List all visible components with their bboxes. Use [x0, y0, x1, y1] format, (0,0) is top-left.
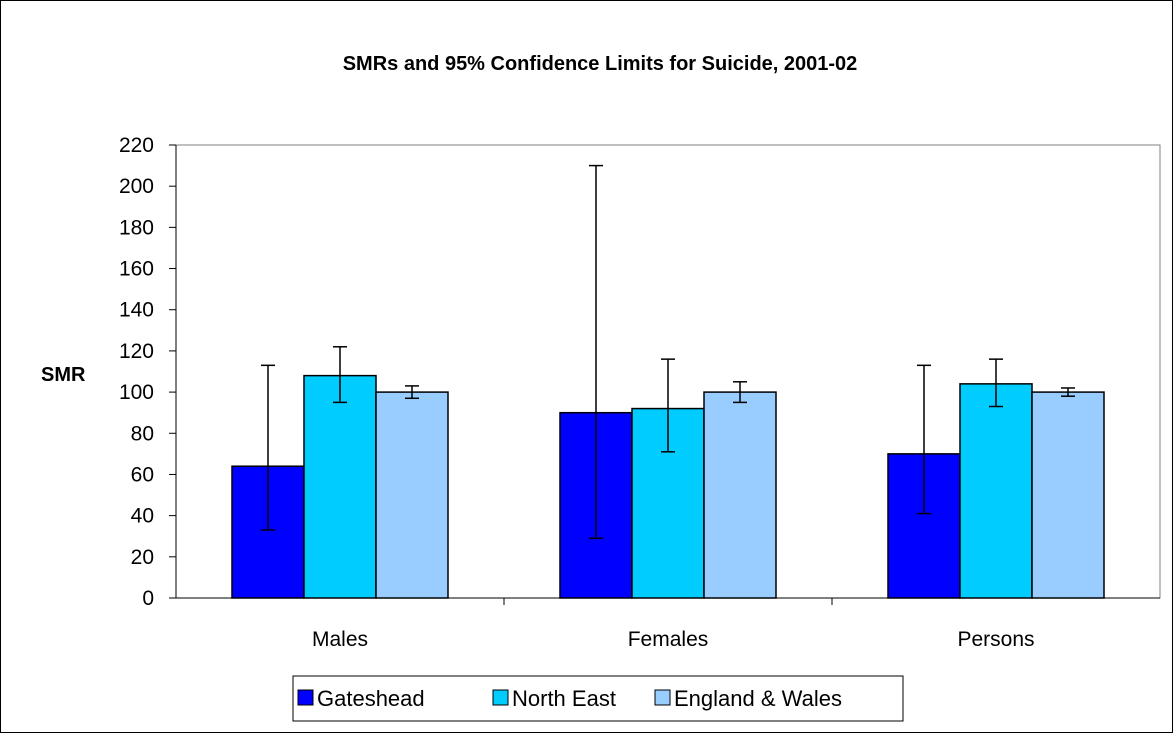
category-label: Persons: [957, 628, 1034, 651]
legend-label: North East: [512, 686, 616, 711]
category-label: Females: [628, 628, 709, 651]
y-tick-label: 140: [119, 299, 154, 322]
bar: [703, 391, 777, 599]
legend-swatch: [297, 689, 314, 706]
y-tick-label: 160: [119, 258, 154, 281]
y-axis: 0 20 40 60 80 100 120 140 160 180 200 220: [119, 134, 177, 610]
category-label: Males: [312, 628, 368, 651]
y-axis-label: SMR: [41, 364, 86, 386]
y-tick-label: 220: [119, 134, 154, 157]
y-tick-label: 20: [131, 546, 154, 569]
y-tick-label: 180: [119, 216, 154, 239]
y-tick-label: 40: [131, 505, 154, 528]
x-axis: Males Females Persons: [176, 597, 1160, 651]
y-tick-label: 100: [119, 381, 154, 404]
error-bars: [261, 164, 1075, 540]
legend-label: Gateshead: [317, 686, 425, 711]
y-tick-label: 80: [131, 422, 154, 445]
bars: [231, 374, 1105, 599]
y-tick-label: 120: [119, 340, 154, 363]
bar: [959, 383, 1033, 599]
bar: [375, 391, 449, 599]
bar: [303, 374, 377, 599]
legend-label: England & Wales: [674, 686, 842, 711]
legend-swatch: [654, 689, 671, 706]
bar: [1031, 391, 1105, 599]
legend-swatch: [492, 689, 509, 706]
legend: Gateshead North East England & Wales: [292, 675, 904, 722]
legend-box: [292, 675, 904, 722]
chart-title: SMRs and 95% Confidence Limits for Suici…: [343, 53, 858, 75]
y-tick-label: 60: [131, 463, 154, 486]
y-tick-label: 0: [142, 587, 154, 610]
y-tick-label: 200: [119, 175, 154, 198]
